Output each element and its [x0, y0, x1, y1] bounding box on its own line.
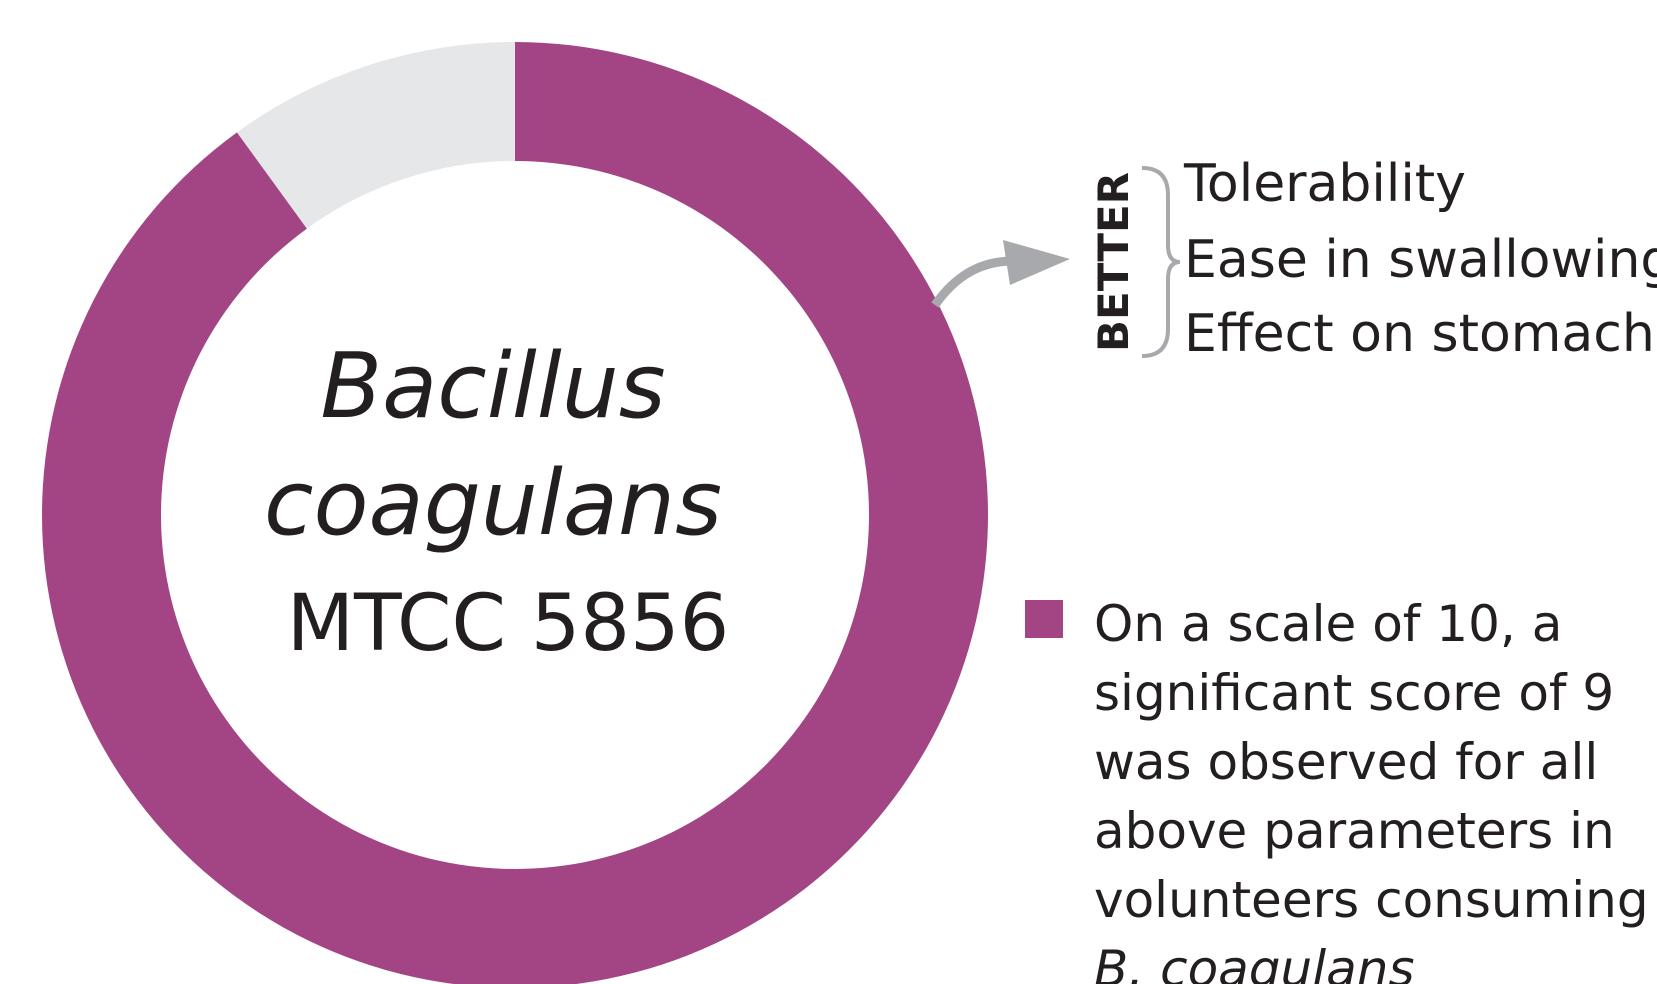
arrow-head: [1003, 240, 1070, 285]
donut-slice: [236, 42, 515, 229]
annotation-label: BETTER: [1089, 172, 1138, 352]
center-text: Bacillus: [320, 334, 665, 439]
annotation-item: Tolerability: [1183, 154, 1466, 214]
legend: On a scale of 10, a significant score of …: [1094, 595, 1649, 984]
annotation-item: Effect on stomach: [1184, 304, 1655, 364]
legend-text: significant score of 9: [1094, 664, 1614, 722]
annotation-item: Ease in swallowing: [1184, 230, 1657, 290]
center-text: coagulans: [264, 451, 722, 556]
legend-text: was observed for all: [1094, 733, 1598, 791]
center-text: MTCC 5856: [287, 579, 730, 669]
legend-text: On a scale of 10, a: [1094, 595, 1562, 653]
donut: [42, 42, 988, 984]
legend-text: B. coagulans: [1094, 940, 1415, 984]
legend-swatch: [1025, 600, 1063, 638]
brace: [1141, 166, 1181, 358]
legend-text: above parameters in: [1094, 802, 1615, 860]
legend-text: volunteers consuming: [1094, 871, 1649, 929]
